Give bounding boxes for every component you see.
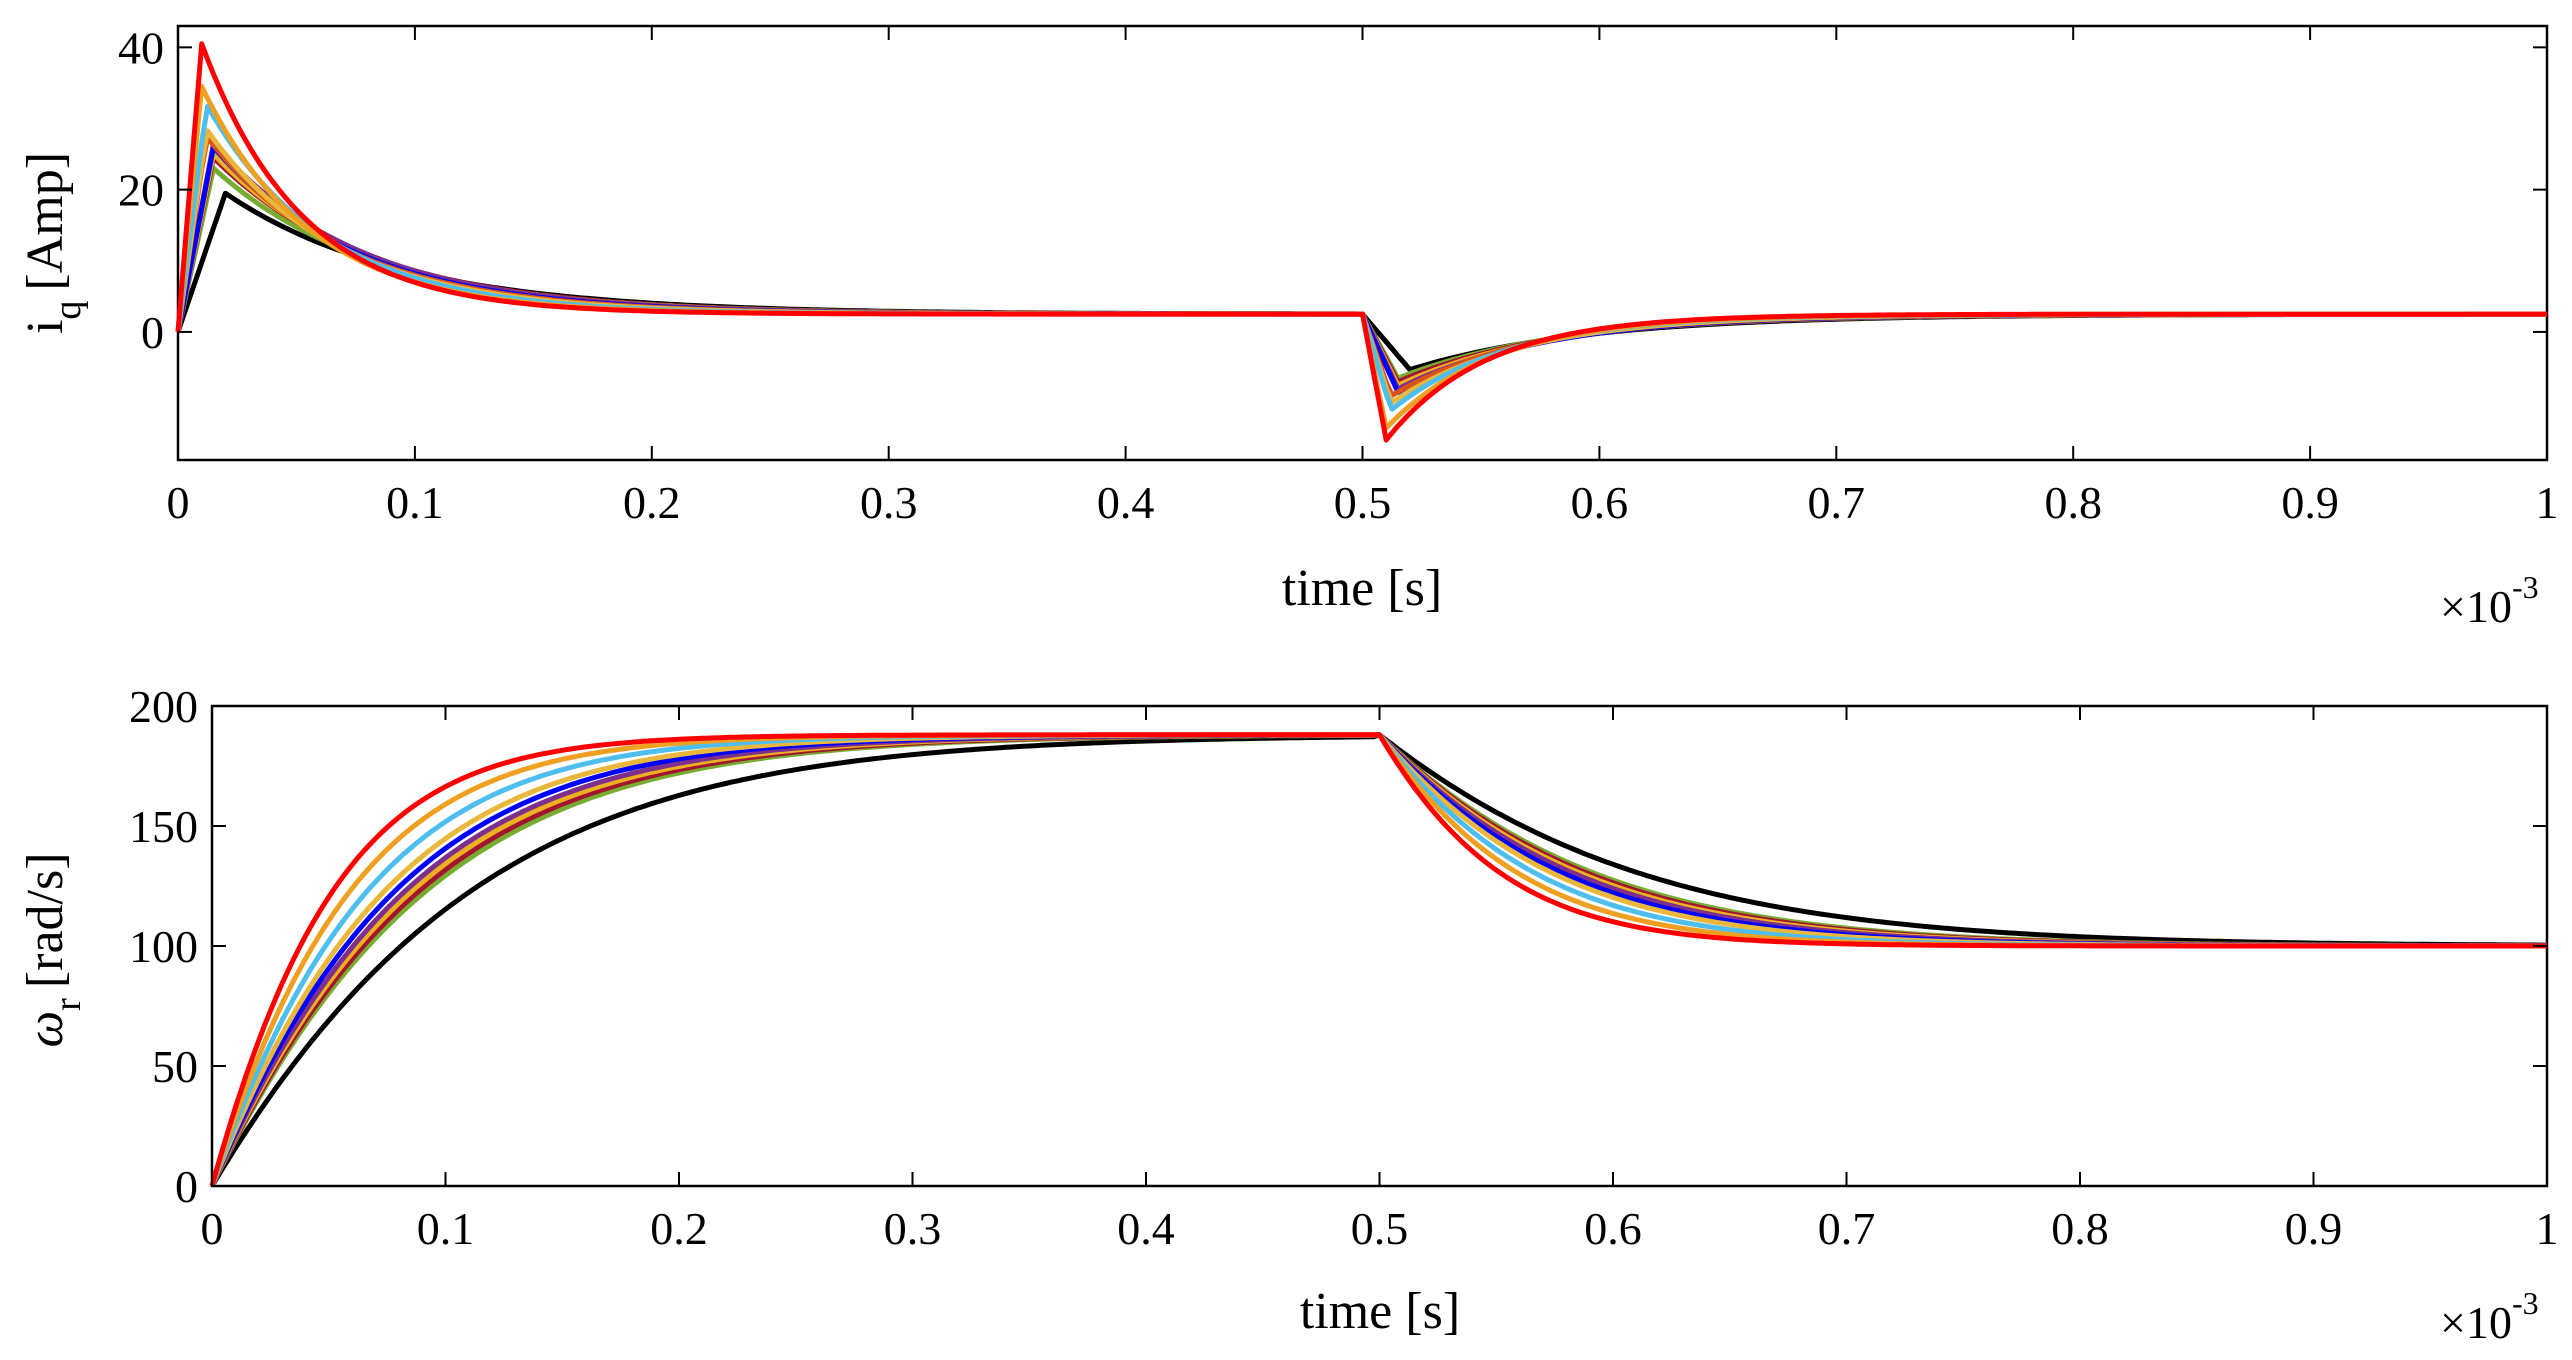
iq-y-axis-label: iq [Amp] — [17, 152, 89, 334]
wr-x-ticks: 0 0.1 0.2 0.3 0.4 0.5 0.6 0.7 0.8 0.9 1 — [201, 706, 2559, 1254]
wr-x-multiplier: ×10-3 — [2440, 1285, 2539, 1348]
wr-y-label-subscript: r — [47, 998, 89, 1011]
iq-plot-area — [176, 24, 2549, 462]
wr-y-tick-label: 200 — [129, 681, 198, 732]
wr-x-tick-label: 0.4 — [1117, 1203, 1175, 1254]
wr-series-group — [209, 732, 2547, 1188]
iq-y-label-subscript: q — [47, 301, 89, 320]
iq-x-tick-label: 0 — [167, 477, 190, 528]
iq-x-multiplier-base: ×10 — [2440, 581, 2512, 632]
iq-series-line-red — [175, 41, 2547, 443]
wr-x-tick-label: 0 — [201, 1203, 224, 1254]
iq-x-tick-label: 0.5 — [1334, 477, 1392, 528]
wr-x-multiplier-exponent: -3 — [2512, 1285, 2539, 1321]
wr-x-multiplier-base: ×10 — [2440, 1297, 2512, 1348]
iq-x-tick-label: 0.4 — [1097, 477, 1155, 528]
iq-series-group — [175, 41, 2547, 443]
wr-y-label-symbol: ω — [17, 1011, 74, 1048]
wr-y-axis-label: ωr [rad/s] — [17, 852, 89, 1047]
iq-x-axis-label: time [s] — [1282, 560, 1442, 617]
iq-y-label-symbol: i — [17, 320, 74, 334]
wr-y-ticks: 0 50 100 150 200 — [129, 681, 2547, 1212]
chart-iq: 0 0.1 0.2 0.3 0.4 0.5 0.6 0.7 0.8 0.9 1 0 20 40 time… — [17, 22, 2559, 632]
iq-y-tick-label: 20 — [118, 165, 164, 216]
iq-x-tick-label: 0.2 — [623, 477, 681, 528]
iq-y-ticks: 0 20 40 — [118, 22, 2547, 358]
chart-wr: 0 0.1 0.2 0.3 0.4 0.5 0.6 0.7 0.8 0.9 1 0 50 100 150 2… — [17, 681, 2559, 1348]
iq-x-tick-label: 0.9 — [2281, 477, 2339, 528]
iq-x-multiplier: ×10-3 — [2440, 569, 2539, 632]
wr-series-line-red — [209, 732, 2547, 1187]
wr-x-tick-label: 0.8 — [2051, 1203, 2109, 1254]
wr-y-tick-label: 150 — [129, 801, 198, 852]
wr-x-tick-label: 0.3 — [884, 1203, 942, 1254]
wr-x-tick-label: 0.1 — [417, 1203, 475, 1254]
wr-x-tick-label: 0.5 — [1351, 1203, 1409, 1254]
wr-x-tick-label: 0.9 — [2285, 1203, 2343, 1254]
wr-x-tick-label: 0.7 — [1818, 1203, 1876, 1254]
iq-y-tick-label: 40 — [118, 22, 164, 73]
iq-x-tick-label: 0.1 — [386, 477, 444, 528]
wr-x-axis-label: time [s] — [1300, 1283, 1460, 1340]
wr-y-label-unit: [rad/s] — [17, 852, 74, 988]
wr-y-tick-label: 0 — [175, 1161, 198, 1212]
iq-x-tick-label: 0.3 — [860, 477, 918, 528]
iq-y-label-unit: [Amp] — [17, 152, 74, 291]
iq-x-ticks: 0 0.1 0.2 0.3 0.4 0.5 0.6 0.7 0.8 0.9 1 — [167, 26, 2559, 528]
iq-x-multiplier-exponent: -3 — [2512, 569, 2539, 605]
iq-x-tick-label: 0.6 — [1571, 477, 1629, 528]
wr-y-tick-label: 100 — [129, 921, 198, 972]
iq-x-tick-label: 1 — [2536, 477, 2559, 528]
wr-x-tick-label: 1 — [2536, 1203, 2559, 1254]
wr-y-tick-label: 50 — [152, 1041, 198, 1092]
wr-x-tick-label: 0.2 — [650, 1203, 708, 1254]
iq-y-tick-label: 0 — [141, 307, 164, 358]
iq-x-tick-label: 0.7 — [1808, 477, 1866, 528]
wr-x-tick-label: 0.6 — [1584, 1203, 1642, 1254]
iq-x-tick-label: 0.8 — [2044, 477, 2102, 528]
